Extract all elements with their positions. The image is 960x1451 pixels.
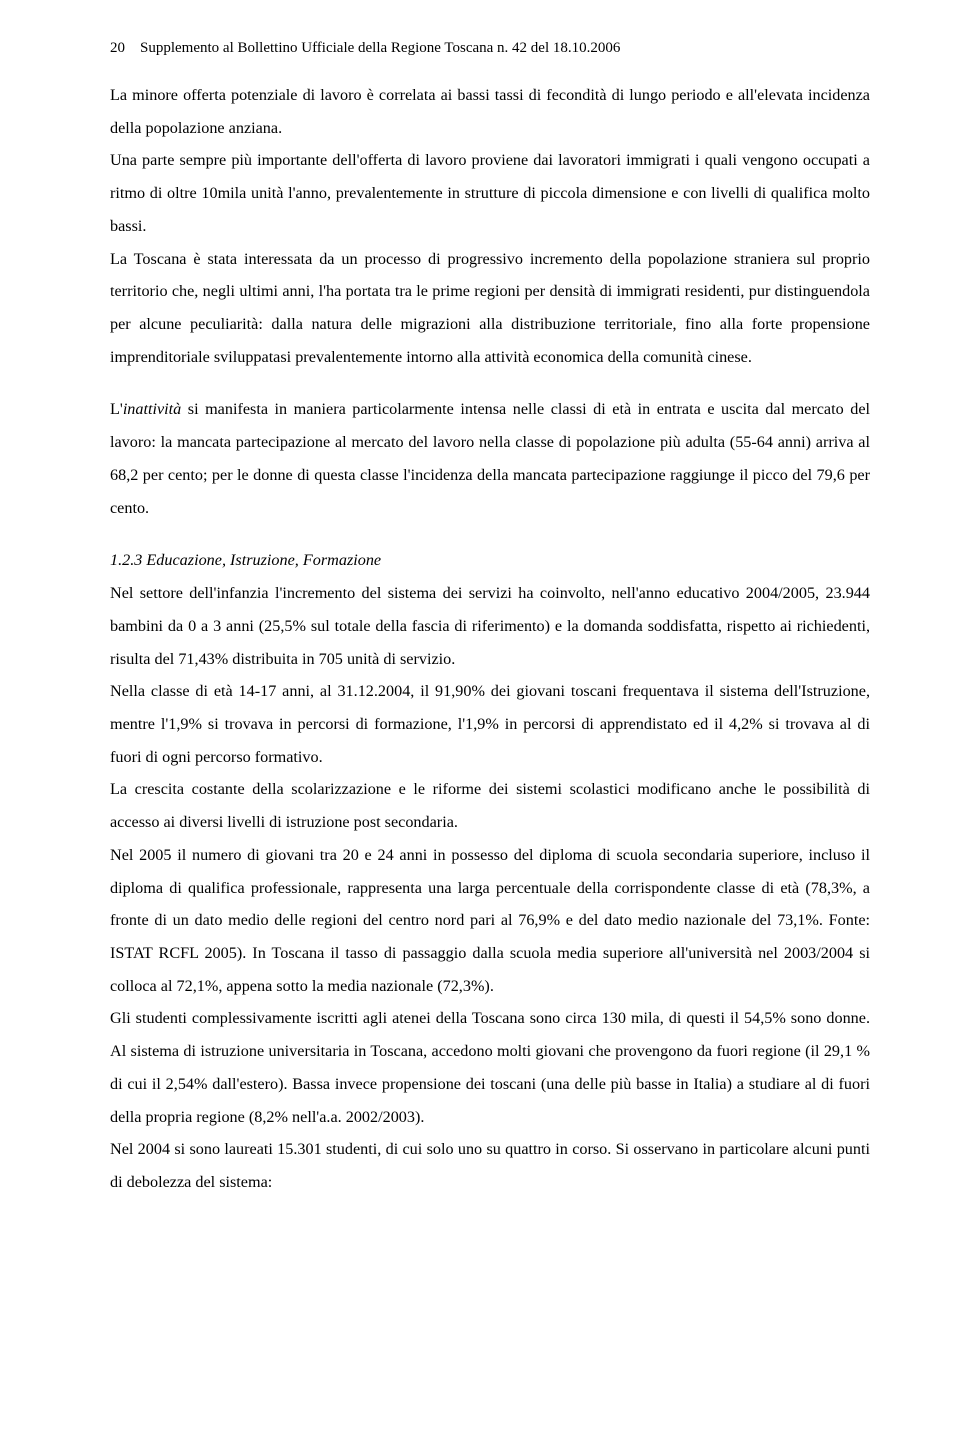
p4-prefix: L' [110,400,123,418]
paragraph-2: Una parte sempre più importante dell'off… [110,144,870,242]
page-header: 20 Supplemento al Bollettino Ufficiale d… [110,40,870,57]
p4-italic: inattività [123,400,181,418]
paragraph-1: La minore offerta potenziale di lavoro è… [110,79,870,144]
paragraph-8: Nel 2005 il numero di giovani tra 20 e 2… [110,839,870,1003]
paragraph-7: La crescita costante della scolarizzazio… [110,773,870,838]
paragraph-5: Nel settore dell'infanzia l'incremento d… [110,577,870,675]
paragraph-6: Nella classe di età 14-17 anni, al 31.12… [110,675,870,773]
page-number: 20 [110,40,140,57]
paragraph-10: Nel 2004 si sono laureati 15.301 student… [110,1133,870,1198]
paragraph-3: La Toscana è stata interessata da un pro… [110,243,870,374]
section-heading: 1.2.3 Educazione, Istruzione, Formazione [110,544,870,577]
p4-suffix: si manifesta in maniera particolarmente … [110,400,870,516]
document-page: 20 Supplemento al Bollettino Ufficiale d… [0,0,960,1249]
paragraph-9: Gli studenti complessivamente iscritti a… [110,1002,870,1133]
header-title: Supplemento al Bollettino Ufficiale dell… [140,40,870,57]
paragraph-4: L'inattività si manifesta in maniera par… [110,393,870,524]
